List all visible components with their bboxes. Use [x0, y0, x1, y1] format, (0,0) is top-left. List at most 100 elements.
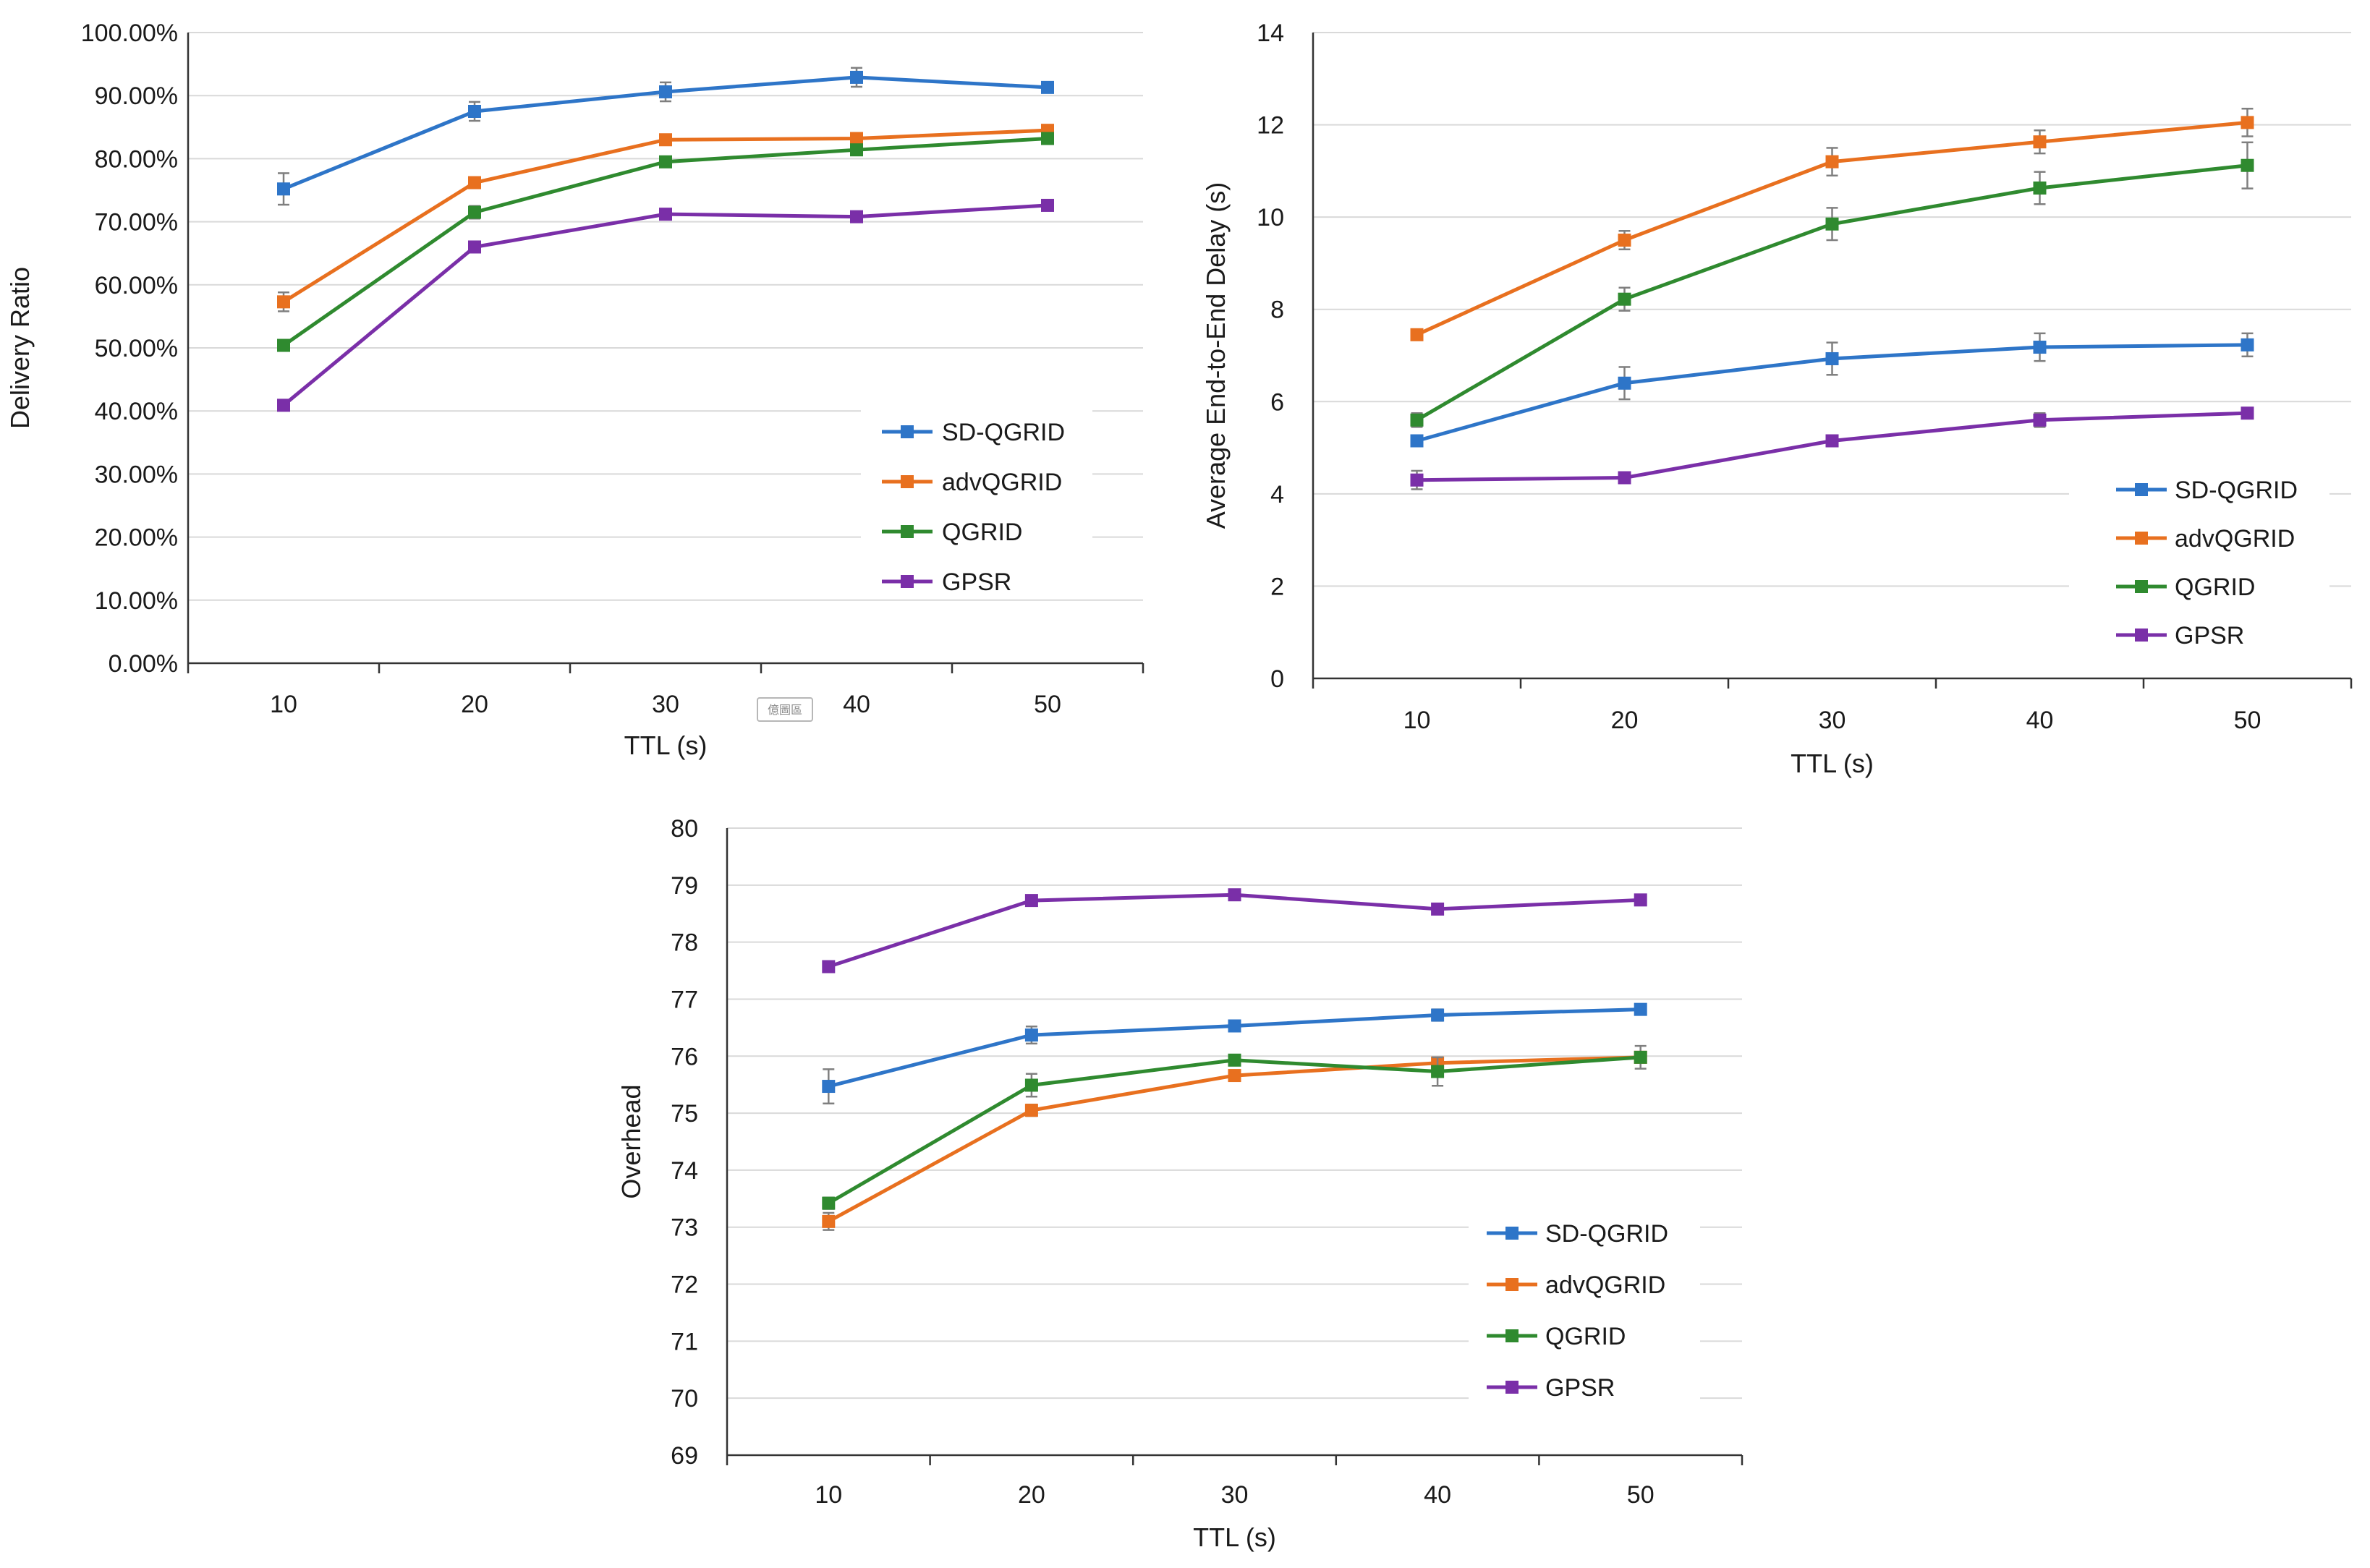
x-tick-label: 10	[270, 691, 297, 718]
y-tick-label: 75	[671, 1100, 698, 1128]
y-tick-label: 30.00%	[95, 461, 178, 488]
data-point	[1410, 328, 1424, 341]
legend-label: GPSR	[942, 568, 1011, 596]
series-line	[1416, 163, 2248, 422]
y-tick-label: 10.00%	[95, 587, 178, 615]
legend-marker-icon	[2135, 629, 2148, 642]
data-point	[1024, 894, 1038, 908]
data-point	[1825, 351, 1839, 365]
series-qgrid	[822, 1044, 1647, 1210]
data-point	[850, 143, 863, 157]
legend-marker-icon	[1505, 1329, 1519, 1342]
y-tick-label: 0.00%	[109, 650, 178, 678]
x-tick-label: 20	[1018, 1481, 1045, 1509]
legend-marker-icon	[1505, 1227, 1519, 1240]
y-tick-label: 10	[1257, 204, 1284, 231]
data-point	[1024, 1028, 1038, 1042]
x-tick-label: 40	[2026, 707, 2054, 734]
y-axis-title: Overhead	[616, 1084, 646, 1198]
y-axis-title: Delivery Ratio	[5, 267, 35, 429]
legend-background	[861, 406, 1092, 595]
legend-label: GPSR	[1545, 1374, 1615, 1402]
series-gpsr	[822, 888, 1647, 973]
y-tick-label: 90.00%	[95, 82, 178, 110]
legend-marker-icon	[2135, 483, 2148, 496]
legend-marker-icon	[901, 425, 914, 438]
x-tick-label: 30	[1819, 707, 1846, 734]
series-advqgrid	[277, 124, 1054, 312]
data-point	[2241, 338, 2254, 351]
legend-marker-icon	[2135, 532, 2148, 545]
data-point	[1634, 893, 1647, 907]
data-point	[1041, 198, 1054, 212]
x-tick-label: 40	[1424, 1481, 1451, 1509]
data-point	[822, 1080, 836, 1094]
y-tick-label: 2	[1270, 573, 1284, 600]
data-point	[1041, 132, 1054, 145]
data-point	[277, 399, 290, 412]
data-point	[1410, 473, 1424, 487]
series-line	[282, 137, 1048, 347]
y-tick-label: 8	[1270, 297, 1284, 324]
legend: SD-QGRID advQGRID QGRID GPSR	[861, 406, 1092, 596]
y-tick-label: 12	[1257, 112, 1284, 140]
data-point	[850, 210, 863, 223]
watermark-text: 億圖區	[768, 704, 802, 717]
series-advqgrid	[822, 1050, 1647, 1231]
data-point	[1228, 1053, 1241, 1067]
x-tick-label: 50	[1034, 691, 1061, 718]
data-point	[1618, 471, 1631, 485]
y-tick-label: 60.00%	[95, 272, 178, 299]
series-line	[828, 892, 1641, 968]
data-point	[2241, 116, 2254, 129]
data-point	[659, 85, 672, 98]
overhead-chart: 69 70 71 72 73 74 75 76 77 78 79 80 10 20 30 40 50 TTL (s…	[616, 815, 1743, 1552]
legend-marker-icon	[901, 475, 914, 488]
x-tick-label: 20	[1611, 707, 1639, 734]
data-point	[1431, 1008, 1445, 1022]
data-point	[1634, 1002, 1647, 1016]
data-point	[659, 208, 672, 221]
legend-marker-icon	[1505, 1381, 1519, 1394]
y-tick-label: 72	[671, 1271, 698, 1299]
y-tick-label: 71	[671, 1328, 698, 1355]
y-tick-label: 80.00%	[95, 145, 178, 173]
x-tick-label: 30	[1221, 1481, 1249, 1509]
series-qgrid	[1410, 141, 2254, 428]
series-sd-qgrid	[277, 67, 1054, 206]
y-axis-title: Average End-to-End Delay (s)	[1201, 182, 1231, 529]
data-point	[468, 176, 481, 189]
data-point	[659, 155, 672, 169]
x-tick-label: 20	[461, 691, 488, 718]
x-tick-label: 50	[1627, 1481, 1655, 1509]
data-point	[822, 960, 836, 973]
legend-background	[1469, 1208, 1700, 1410]
series-sd-qgrid	[1410, 332, 2254, 448]
data-point	[1634, 1050, 1647, 1064]
data-point	[2033, 181, 2047, 195]
legend-label: QGRID	[942, 519, 1022, 546]
data-point	[2241, 406, 2254, 420]
data-point	[1228, 1069, 1241, 1083]
legend-label: QGRID	[1545, 1323, 1626, 1350]
x-tick-label: 10	[815, 1481, 842, 1509]
legend-marker-icon	[2135, 580, 2148, 593]
y-tick-label: 70.00%	[95, 209, 178, 237]
y-tick-label: 78	[671, 929, 698, 957]
x-axis-title: TTL (s)	[1193, 1522, 1276, 1552]
legend-label: SD-QGRID	[2175, 477, 2298, 504]
end-to-end-delay-chart: 0 2 4 6 8 10 12 14 10 20 30 40 50 TTL (s) Average End-…	[1201, 20, 2353, 778]
data-point	[1410, 434, 1424, 448]
y-tick-label: 77	[671, 986, 698, 1013]
data-point	[1618, 376, 1631, 390]
data-point	[1228, 888, 1241, 902]
data-point	[850, 132, 863, 145]
data-point	[468, 105, 481, 118]
legend: SD-QGRID advQGRID QGRID GPSR	[1469, 1208, 1700, 1410]
y-tick-label: 4	[1270, 481, 1284, 508]
data-point	[1825, 217, 1839, 231]
y-tick-label: 70	[671, 1385, 698, 1413]
data-point	[277, 295, 290, 309]
legend-label: QGRID	[2175, 574, 2255, 601]
